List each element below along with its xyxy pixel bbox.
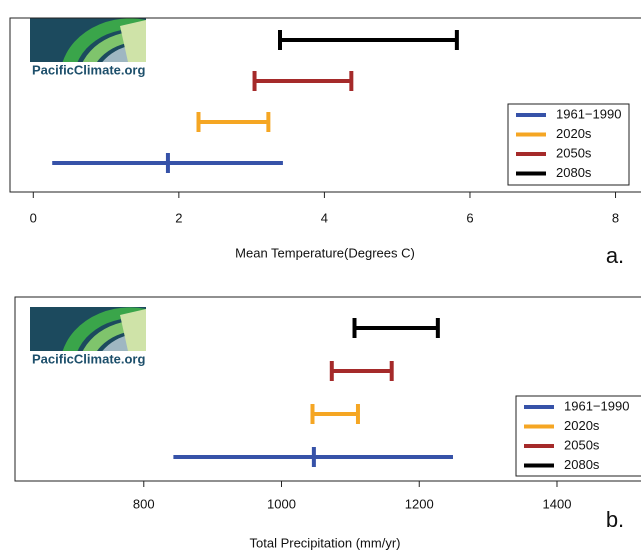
x-tick-label: 1200 [405,496,434,511]
panel-label: b. [606,507,624,532]
x-tick-label: 1000 [267,496,296,511]
logo: PacificClimate.org [30,18,146,77]
legend-label: 2020s [556,126,592,141]
legend-label: 2050s [564,437,600,452]
logo-art [30,18,146,62]
legend-label: 1961−1990 [556,106,621,121]
x-tick-label: 2 [175,210,182,225]
x-tick-label: 8 [612,210,619,225]
chart: 0 2 4 6 8 Mean Temperature(Degrees C) a. 1961−1… [9,17,641,268]
x-tick-label: 0 [30,210,37,225]
legend-label: 2080s [564,457,600,472]
x-tick-label: 1400 [543,496,572,511]
legend-label: 2020s [564,418,600,433]
logo-art [30,307,146,351]
panel-label: a. [606,243,624,268]
logo: PacificClimate.org [30,307,146,366]
logo-text: PacificClimate.org [32,62,145,77]
plot-frame [9,17,641,193]
legend: 1961−1990 2020s 2050s 2080s [515,395,641,477]
x-tick-label: 4 [321,210,328,225]
legend-box [515,395,641,477]
logo-text: PacificClimate.org [32,351,145,366]
legend-label: 2050s [556,145,592,160]
x-axis-label: Total Precipitation (mm/yr) [250,535,401,550]
x-tick-label: 6 [466,210,473,225]
legend-label: 2080s [556,165,592,180]
x-tick-label: 800 [133,496,155,511]
chart: 800 1000 1200 1400 Total Precipitation (mm/y… [14,296,641,550]
plot-frame [14,296,641,482]
x-axis-label: Mean Temperature(Degrees C) [235,245,415,260]
legend: 1961−1990 2020s 2050s 2080s [507,103,630,186]
legend-label: 1961−1990 [564,398,629,413]
